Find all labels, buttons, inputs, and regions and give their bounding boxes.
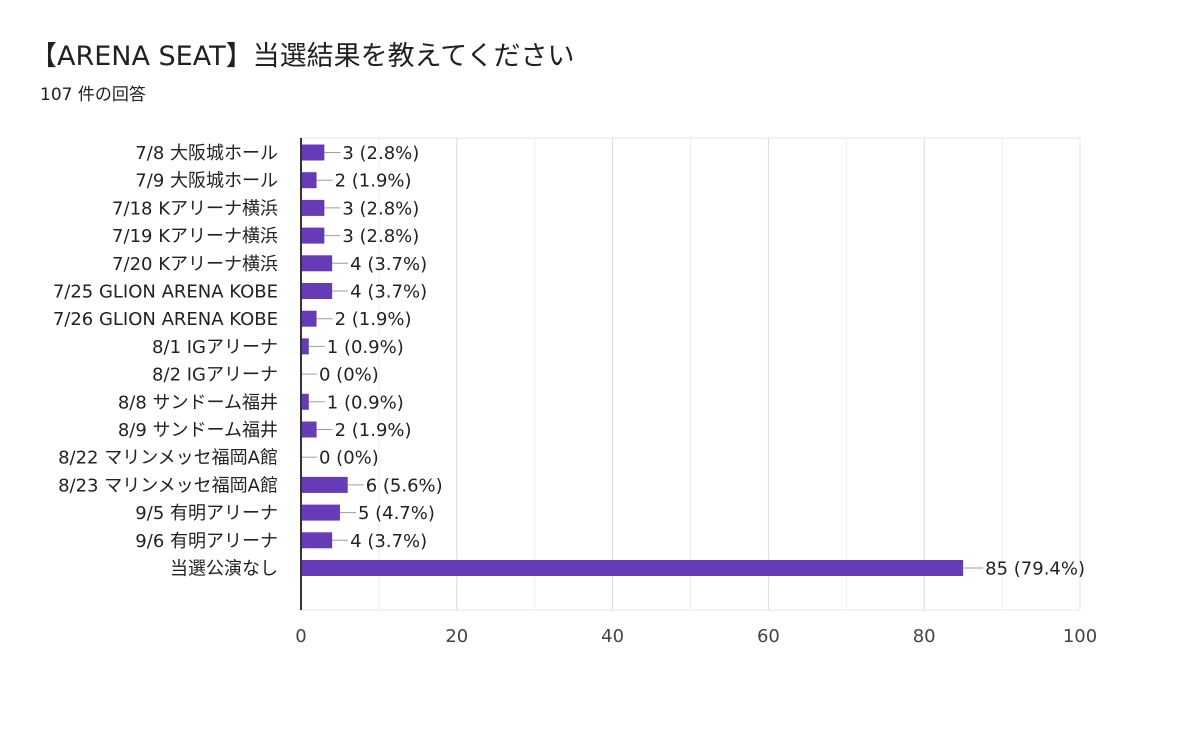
x-tick-label: 20: [445, 626, 468, 647]
bar: [301, 255, 333, 272]
x-tick-label: 80: [913, 626, 936, 647]
value-label: 4 (3.7%): [350, 254, 427, 275]
value-label: 2 (1.9%): [335, 309, 412, 330]
value-label: 5 (4.7%): [358, 503, 435, 524]
category-label: 当選公演なし: [170, 559, 278, 580]
category-label: 8/9 サンドーム福井: [118, 420, 278, 441]
category-label: 7/9 大阪城ホール: [135, 171, 278, 192]
category-label: 9/5 有明アリーナ: [135, 503, 278, 524]
category-label: 7/25 GLION ARENA KOBE: [53, 282, 278, 303]
value-label: 3 (2.8%): [342, 198, 419, 219]
bar: [301, 421, 317, 438]
bar: [301, 144, 325, 161]
category-label: 8/1 IGアリーナ: [152, 337, 278, 358]
value-label: 3 (2.8%): [342, 143, 419, 164]
value-label: 1 (0.9%): [327, 337, 404, 358]
category-label: 8/22 マリンメッセ福岡A館: [58, 448, 278, 469]
bar: [301, 338, 309, 355]
category-label: 7/26 GLION ARENA KOBE: [53, 309, 278, 330]
category-label: 8/23 マリンメッセ福岡A館: [58, 475, 278, 496]
value-label: 85 (79.4%): [985, 559, 1085, 580]
category-label: 8/2 IGアリーナ: [152, 365, 278, 386]
value-label: 2 (1.9%): [335, 420, 412, 441]
x-tick-label: 100: [1063, 626, 1097, 647]
value-label: 0 (0%): [319, 365, 379, 386]
bar: [301, 476, 348, 493]
category-label: 9/6 有明アリーナ: [135, 531, 278, 552]
value-label: 6 (5.6%): [366, 475, 443, 496]
bar: [301, 172, 317, 189]
bar: [301, 310, 317, 327]
response-count: 107 件の回答: [40, 85, 146, 105]
x-tick-label: 60: [757, 626, 780, 647]
bar: [301, 199, 325, 216]
bar: [301, 560, 964, 576]
chart-title: 【ARENA SEAT】当選結果を教えてください: [30, 41, 575, 72]
bar: [301, 227, 325, 244]
value-label: 4 (3.7%): [350, 531, 427, 552]
bar: [301, 393, 309, 410]
value-label: 3 (2.8%): [342, 226, 419, 247]
category-label: 7/19 Kアリーナ横浜: [112, 226, 278, 247]
x-tick-label: 40: [601, 626, 624, 647]
category-label: 7/8 大阪城ホール: [135, 143, 278, 164]
category-label: 8/8 サンドーム福井: [118, 392, 278, 413]
bar: [301, 283, 333, 299]
category-label: 7/20 Kアリーナ横浜: [112, 254, 278, 275]
value-label: 1 (0.9%): [327, 392, 404, 413]
value-label: 4 (3.7%): [350, 282, 427, 303]
bar: [301, 504, 340, 521]
value-label: 2 (1.9%): [335, 171, 412, 192]
category-label: 7/18 Kアリーナ横浜: [112, 198, 278, 219]
x-tick-label: 0: [295, 626, 306, 647]
value-label: 0 (0%): [319, 448, 379, 469]
bar: [301, 532, 333, 549]
